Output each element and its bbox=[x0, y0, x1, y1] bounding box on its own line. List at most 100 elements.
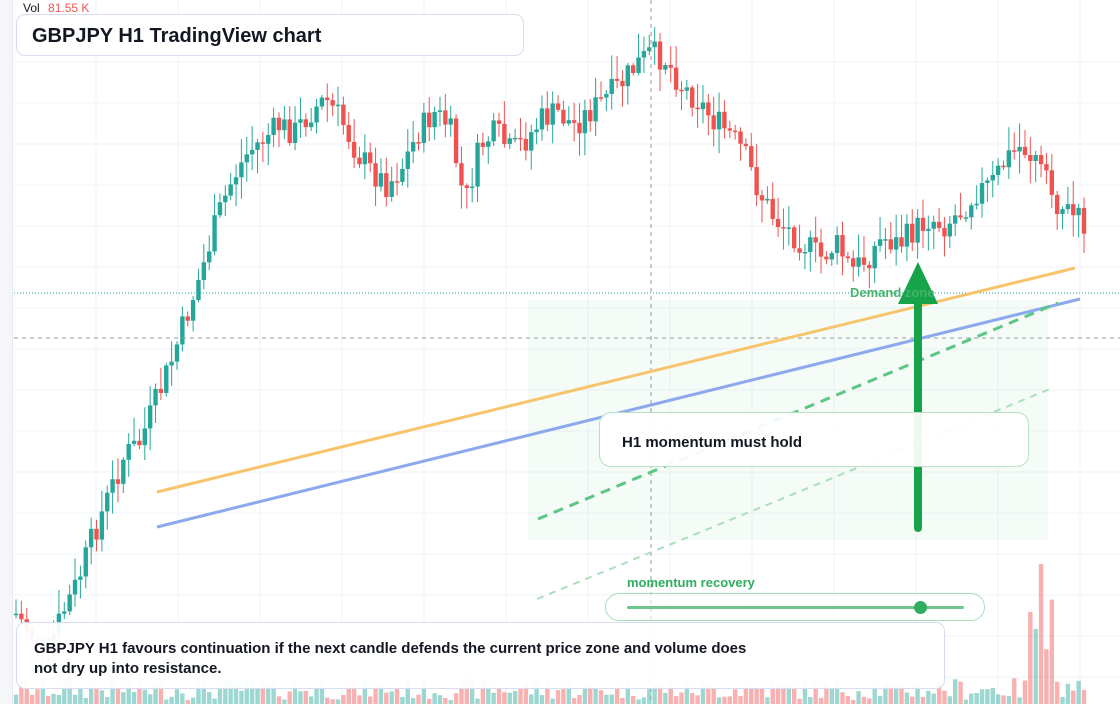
candle-body[interactable] bbox=[550, 103, 555, 125]
candle-body[interactable] bbox=[545, 108, 550, 125]
candle-body[interactable] bbox=[475, 142, 480, 187]
candle-body[interactable] bbox=[190, 300, 196, 321]
candle-body[interactable] bbox=[147, 405, 153, 429]
candle-body[interactable] bbox=[223, 195, 228, 203]
candle-body[interactable] bbox=[904, 223, 910, 247]
candle-body[interactable] bbox=[647, 47, 652, 52]
candle-body[interactable] bbox=[604, 93, 609, 98]
candle-body[interactable] bbox=[1017, 146, 1022, 152]
candle-body[interactable] bbox=[244, 154, 249, 163]
candle-body[interactable] bbox=[985, 180, 990, 183]
candle-body[interactable] bbox=[684, 87, 690, 91]
candle-body[interactable] bbox=[94, 528, 99, 540]
candle-body[interactable] bbox=[233, 177, 239, 185]
candle-body[interactable] bbox=[1049, 170, 1054, 195]
candle-body[interactable] bbox=[78, 576, 83, 580]
candle-body[interactable] bbox=[979, 182, 985, 204]
candle-body[interactable] bbox=[952, 215, 958, 224]
candle-body[interactable] bbox=[561, 109, 566, 124]
candle-body[interactable] bbox=[368, 152, 373, 164]
candle-body[interactable] bbox=[974, 203, 979, 206]
candle-body[interactable] bbox=[818, 242, 824, 257]
candle-body[interactable] bbox=[174, 344, 180, 362]
candle-body[interactable] bbox=[749, 146, 754, 168]
candle-body[interactable] bbox=[824, 256, 829, 260]
candle-body[interactable] bbox=[357, 157, 362, 165]
candle-body[interactable] bbox=[432, 111, 437, 128]
candle-body[interactable] bbox=[266, 134, 271, 144]
candle-body[interactable] bbox=[378, 173, 384, 187]
candle-body[interactable] bbox=[534, 129, 539, 133]
candle-body[interactable] bbox=[512, 137, 518, 140]
candle-body[interactable] bbox=[185, 316, 190, 321]
candle-body[interactable] bbox=[335, 104, 341, 107]
candle-body[interactable] bbox=[877, 239, 883, 246]
candle-body[interactable] bbox=[448, 118, 453, 125]
candle-body[interactable] bbox=[351, 141, 357, 158]
candle-body[interactable] bbox=[620, 80, 625, 87]
candle-body[interactable] bbox=[958, 215, 963, 218]
candle-body[interactable] bbox=[867, 264, 872, 269]
momentum-slider[interactable] bbox=[605, 593, 985, 621]
candle-body[interactable] bbox=[673, 67, 679, 90]
candle-body[interactable] bbox=[808, 237, 813, 253]
candle-body[interactable] bbox=[196, 279, 201, 301]
candle-body[interactable] bbox=[641, 51, 647, 58]
candle-body[interactable] bbox=[995, 165, 1001, 175]
slider-track[interactable] bbox=[627, 606, 964, 609]
candle-body[interactable] bbox=[201, 262, 207, 280]
candle-body[interactable] bbox=[759, 195, 765, 201]
candle-body[interactable] bbox=[711, 115, 716, 130]
candle-body[interactable] bbox=[969, 205, 974, 218]
candle-body[interactable] bbox=[373, 163, 378, 187]
candle-body[interactable] bbox=[325, 97, 330, 101]
candle-body[interactable] bbox=[915, 217, 920, 243]
candle-body[interactable] bbox=[453, 118, 459, 164]
candle-body[interactable] bbox=[308, 122, 314, 128]
candle-body[interactable] bbox=[212, 215, 217, 252]
candle-body[interactable] bbox=[883, 239, 888, 241]
candle-body[interactable] bbox=[566, 120, 571, 124]
candle-body[interactable] bbox=[496, 120, 502, 124]
candle-body[interactable] bbox=[529, 132, 534, 151]
candle-body[interactable] bbox=[899, 237, 904, 247]
candle-body[interactable] bbox=[319, 97, 325, 107]
candle-body[interactable] bbox=[19, 613, 24, 620]
candle-body[interactable] bbox=[1076, 207, 1081, 216]
candle-body[interactable] bbox=[62, 611, 67, 614]
candle-body[interactable] bbox=[121, 459, 126, 484]
candle-body[interactable] bbox=[588, 110, 593, 122]
candle-body[interactable] bbox=[706, 102, 711, 116]
candle-body[interactable] bbox=[910, 223, 915, 243]
candle-body[interactable] bbox=[845, 256, 851, 259]
candle-body[interactable] bbox=[427, 112, 432, 128]
candle-body[interactable] bbox=[83, 547, 88, 577]
candle-body[interactable] bbox=[443, 110, 448, 125]
candle-body[interactable] bbox=[1081, 207, 1087, 234]
candle-body[interactable] bbox=[625, 65, 631, 87]
candle-body[interactable] bbox=[663, 65, 668, 70]
candle-body[interactable] bbox=[1065, 204, 1071, 210]
candle-body[interactable] bbox=[851, 258, 856, 267]
candle-body[interactable] bbox=[287, 119, 292, 143]
candle-body[interactable] bbox=[791, 227, 797, 249]
candle-body[interactable] bbox=[1038, 155, 1044, 165]
candle-body[interactable] bbox=[872, 245, 877, 269]
candle-body[interactable] bbox=[180, 316, 185, 345]
candle-body[interactable] bbox=[405, 151, 410, 169]
candle-body[interactable] bbox=[652, 41, 657, 48]
candle-body[interactable] bbox=[630, 65, 636, 74]
candle-body[interactable] bbox=[936, 221, 942, 228]
candle-body[interactable] bbox=[732, 130, 738, 133]
candle-body[interactable] bbox=[770, 198, 775, 219]
candle-body[interactable] bbox=[856, 257, 861, 267]
candle-body[interactable] bbox=[384, 173, 389, 197]
candle-body[interactable] bbox=[260, 142, 266, 144]
candle-body[interactable] bbox=[765, 198, 770, 201]
candle-body[interactable] bbox=[437, 110, 443, 112]
candle-body[interactable] bbox=[502, 123, 507, 144]
candle-body[interactable] bbox=[1012, 150, 1017, 152]
candle-body[interactable] bbox=[239, 162, 244, 178]
candle-body[interactable] bbox=[947, 223, 953, 237]
candle-body[interactable] bbox=[1033, 155, 1038, 161]
